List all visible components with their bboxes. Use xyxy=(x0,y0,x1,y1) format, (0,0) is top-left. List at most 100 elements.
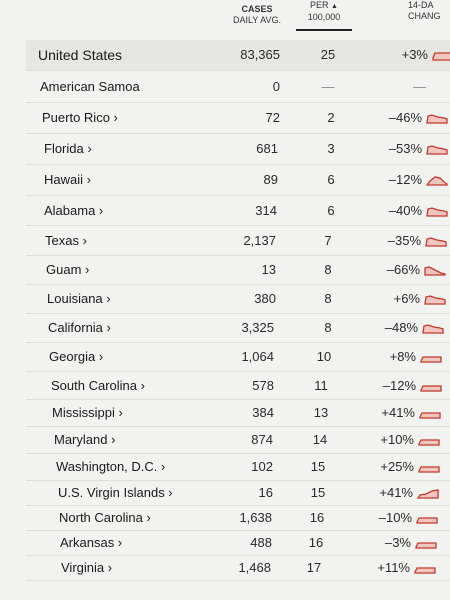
table-header: CASES DAILY AVG. PER ▲ 100,000 14-DA CHA… xyxy=(0,0,450,44)
row-location-name[interactable]: U.S. Virgin Islands › xyxy=(58,485,173,500)
row-14-day-change: –53% xyxy=(388,141,422,156)
row-per-100k: 6 xyxy=(327,172,335,187)
row-per-100k: 13 xyxy=(313,405,329,420)
row-location-name[interactable]: Maryland › xyxy=(54,432,116,447)
row-14-day-change: +11% xyxy=(377,560,410,575)
table-row[interactable]: Georgia › 1,064 10 +8% xyxy=(26,343,450,372)
row-location-name[interactable]: Hawaii › xyxy=(44,172,91,187)
per-100k-column-header[interactable]: PER ▲ 100,000 xyxy=(296,0,352,31)
row-location-name[interactable]: Texas › xyxy=(45,233,87,248)
trend-sparkline-shape xyxy=(420,356,442,363)
cases-column-header[interactable]: CASES DAILY AVG. xyxy=(222,4,292,26)
table-row[interactable]: Florida › 681 3 –53% xyxy=(26,134,450,165)
cases-header-line1: CASES xyxy=(241,4,273,14)
row-daily-avg-cases: 488 xyxy=(250,535,272,550)
row-location-name[interactable]: Louisiana › xyxy=(47,291,111,306)
table-row[interactable]: Hawaii › 89 6 –12% xyxy=(26,165,450,196)
table-row[interactable]: American Samoa 0 — — xyxy=(26,72,450,103)
row-14-day-change: –40% xyxy=(388,203,422,218)
row-location-name[interactable]: Alabama › xyxy=(44,203,104,218)
table-row[interactable]: U.S. Virgin Islands › 16 15 +41% xyxy=(26,481,450,506)
row-location-name[interactable]: South Carolina › xyxy=(51,378,145,393)
trend-sparkline-icon xyxy=(426,207,448,217)
row-daily-avg-cases: 1,638 xyxy=(239,510,272,525)
table-row[interactable]: Guam › 13 8 –66% xyxy=(26,256,450,285)
trend-sparkline-shape xyxy=(426,207,448,217)
trend-sparkline-icon xyxy=(426,176,448,186)
row-daily-avg-cases: 2,137 xyxy=(243,233,276,248)
table-row[interactable]: Alabama › 314 6 –40% xyxy=(26,196,450,226)
row-location-name[interactable]: United States xyxy=(38,47,123,63)
table-row[interactable]: South Carolina › 578 11 –12% xyxy=(26,372,450,400)
row-per-100k: 3 xyxy=(327,141,335,156)
row-14-day-change: +25% xyxy=(380,459,414,474)
table-row[interactable]: Mississippi › 384 13 +41% xyxy=(26,400,450,427)
table-row[interactable]: Puerto Rico › 72 2 –46% xyxy=(26,103,450,134)
trend-sparkline-icon xyxy=(418,466,440,473)
row-daily-avg-cases: 83,365 xyxy=(240,47,280,62)
table-row[interactable]: Texas › 2,137 7 –35% xyxy=(26,226,450,256)
row-location-name[interactable]: Florida › xyxy=(44,141,92,156)
per-header-line1: PER xyxy=(310,0,329,10)
row-14-day-change: –66% xyxy=(386,262,420,277)
change-column-header[interactable]: 14-DA CHANG xyxy=(408,0,450,22)
row-location-name[interactable]: North Carolina › xyxy=(59,510,151,525)
table-row[interactable]: California › 3,325 8 –48% xyxy=(26,314,450,343)
row-location-name[interactable]: Puerto Rico › xyxy=(42,110,118,125)
row-location-name[interactable]: American Samoa xyxy=(40,79,140,94)
trend-sparkline-icon xyxy=(415,542,437,549)
trend-sparkline-shape xyxy=(422,324,444,334)
row-daily-avg-cases: 578 xyxy=(252,378,274,393)
trend-sparkline-shape xyxy=(426,114,448,124)
trend-sparkline-icon xyxy=(432,52,450,61)
row-per-100k: 8 xyxy=(324,262,332,277)
row-daily-avg-cases: 1,064 xyxy=(241,349,274,364)
row-per-100k: 15 xyxy=(310,485,326,500)
row-location-name[interactable]: Mississippi › xyxy=(52,405,123,420)
row-location-name[interactable]: Guam › xyxy=(46,262,90,277)
trend-sparkline-shape xyxy=(425,237,447,247)
sort-indicator-underline xyxy=(296,29,352,31)
row-per-100k: 6 xyxy=(327,203,335,218)
row-daily-avg-cases: 0 xyxy=(272,79,280,94)
row-14-day-change: –12% xyxy=(388,172,422,187)
trend-sparkline-shape xyxy=(420,385,442,392)
trend-sparkline-shape xyxy=(432,52,450,61)
row-per-100k: 15 xyxy=(310,459,326,474)
trend-sparkline-icon xyxy=(417,489,439,499)
row-location-name[interactable]: Washington, D.C. › xyxy=(56,459,166,474)
row-daily-avg-cases: 380 xyxy=(254,291,276,306)
per-header-line2: 100,000 xyxy=(307,12,341,22)
row-location-name[interactable]: California › xyxy=(48,320,111,335)
row-14-day-change: –48% xyxy=(384,320,418,335)
trend-sparkline-icon xyxy=(419,412,441,419)
trend-sparkline-shape xyxy=(417,489,439,499)
table-row[interactable]: Arkansas › 488 16 –3% xyxy=(26,531,450,556)
trend-sparkline-icon xyxy=(420,356,442,363)
table-row[interactable]: North Carolina › 1,638 16 –10% xyxy=(26,506,450,531)
trend-sparkline-icon xyxy=(424,295,446,305)
trend-sparkline-shape xyxy=(416,517,438,524)
trend-sparkline-shape xyxy=(415,542,437,549)
table-row[interactable]: Virginia › 1,468 17 +11% xyxy=(26,555,450,581)
trend-sparkline-icon xyxy=(424,266,446,276)
sort-up-triangle-icon: ▲ xyxy=(331,3,338,10)
trend-sparkline-icon xyxy=(426,114,448,124)
row-per-100k: — xyxy=(321,79,335,94)
row-daily-avg-cases: 16 xyxy=(258,485,273,500)
row-daily-avg-cases: 72 xyxy=(265,110,280,125)
row-location-name[interactable]: Arkansas › xyxy=(60,535,123,550)
row-per-100k: 17 xyxy=(306,560,322,575)
row-14-day-change: +41% xyxy=(379,485,413,500)
trend-sparkline-shape xyxy=(418,439,440,446)
table-row[interactable]: Maryland › 874 14 +10% xyxy=(26,427,450,454)
trend-sparkline-icon xyxy=(416,517,438,524)
table-row[interactable]: Louisiana › 380 8 +6% xyxy=(26,285,450,314)
table-row[interactable]: Washington, D.C. › 102 15 +25% xyxy=(26,454,450,481)
row-location-name[interactable]: Virginia › xyxy=(61,560,113,575)
trend-sparkline-shape xyxy=(414,567,436,574)
row-location-name[interactable]: Georgia › xyxy=(49,349,104,364)
row-daily-avg-cases: 1,468 xyxy=(238,560,271,575)
row-daily-avg-cases: 681 xyxy=(256,141,278,156)
